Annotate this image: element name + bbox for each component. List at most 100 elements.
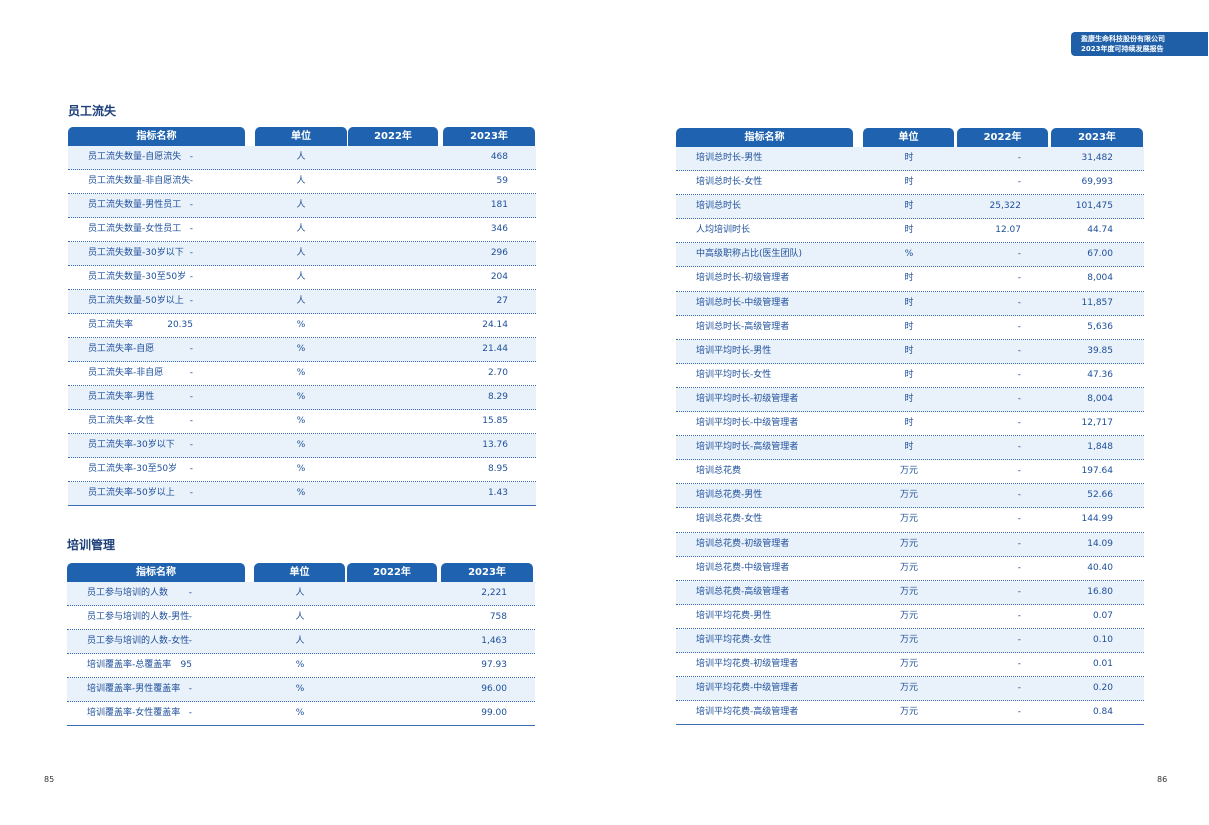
cell-name: 员工流失数量-非自愿流失 (88, 176, 191, 186)
cell-y2022: - (189, 200, 193, 210)
cell-y2023: 44.74 (1087, 225, 1113, 236)
section-title-training: 培训管理 (67, 538, 116, 552)
cell-y2023: 5,636 (1087, 321, 1113, 332)
cell-y2023: 59 (496, 176, 508, 186)
cell-name: 培训总时长 (696, 201, 742, 212)
cell-y2023: 181 (490, 200, 508, 210)
cell-y2023: 0.10 (1092, 634, 1113, 645)
table-row: 培训覆盖率-男性覆盖率% - 96.00 (67, 678, 535, 702)
cell-unit: % (296, 368, 306, 378)
table-row: 员工流失数量-自愿流失 人 - 468 (68, 146, 536, 170)
cell-y2023: 21.44 (482, 344, 508, 354)
cell-y2022: - (1017, 442, 1021, 453)
cell-name: 员工流失率-30岁以下 (88, 440, 175, 450)
cell-y2023: 1,463 (481, 636, 507, 646)
cell-y2023: 0.20 (1092, 683, 1113, 694)
cell-y2022: - (1017, 177, 1021, 188)
table-row: 培训总花费-高级管理者 万元 - 16.80 (676, 580, 1144, 605)
cell-unit: % (296, 392, 306, 402)
table-row: 培训平均时长-高级管理者 时 - 1,848 (676, 436, 1144, 461)
cell-y2022: - (189, 248, 193, 258)
cell-y2023: 27 (496, 296, 508, 306)
cell-name: 员工流失率-自愿 (88, 344, 155, 354)
header-cell-name: 指标名称 (67, 563, 245, 582)
cell-y2022: - (188, 684, 192, 694)
header-cell-name: 指标名称 (68, 127, 245, 146)
cell-unit: 人 (295, 636, 305, 646)
table-row: 培训平均时长-女性 时 - 47.36 (676, 364, 1144, 388)
header-cell-y2022: 2022年 (347, 563, 437, 582)
cell-y2023: 14.09 (1087, 538, 1113, 549)
table-row: 培训平均花费-男性 万元 - 0.07 (676, 605, 1144, 629)
cell-unit: 人 (296, 272, 306, 282)
cell-name: 培训总花费-高级管理者 (696, 586, 790, 597)
cell-name: 员工流失率-50岁以上 (88, 488, 175, 498)
table-row: 培训平均时长-男性 时 - 39.85 (676, 339, 1144, 364)
cell-y2022: - (1017, 321, 1021, 332)
cell-unit: 时 (904, 153, 914, 163)
cell-unit: % (295, 684, 305, 694)
cell-unit: % (295, 660, 305, 670)
cell-y2022: - (1017, 418, 1021, 429)
cell-y2023: 97.93 (481, 660, 507, 670)
table-row: 培训平均时长-中级管理者 时 - 12,717 (676, 412, 1144, 437)
table-row: 员工流失率% 20.35 24.14 (68, 314, 536, 338)
cell-y2022: - (1017, 393, 1021, 404)
table-row: 员工流失数量-非自愿流失 人 - 59 (68, 170, 536, 194)
cell-name: 培训总花费-男性 (696, 490, 763, 501)
cell-unit: 人 (296, 296, 306, 306)
cell-unit: 万元 (899, 658, 918, 669)
cell-y2023: 0.84 (1092, 707, 1113, 718)
cell-y2023: 8.29 (487, 392, 508, 402)
cell-y2022: 25,322 (989, 201, 1022, 212)
table-row: 员工流失率-50岁以上% - 1.43 (68, 482, 536, 506)
cell-y2023: 8,004 (1087, 273, 1113, 284)
table-header: 指标名称 单位 2022年 2023年 (676, 128, 1144, 147)
cell-unit: % (296, 416, 306, 426)
table-row: 员工流失数量-50岁以上 人 - 27 (68, 290, 536, 314)
page-number-left: 85 (44, 775, 55, 784)
cell-y2023: 24.14 (482, 320, 508, 330)
cell-unit: 万元 (899, 562, 918, 573)
cell-y2022: - (1017, 297, 1021, 308)
cell-unit: 人 (295, 588, 305, 598)
cell-y2022: - (189, 176, 193, 186)
cell-y2023: 16.80 (1087, 586, 1113, 597)
cell-y2022: - (1017, 634, 1021, 645)
header-cell-unit: 单位 (254, 563, 345, 582)
cell-name: 员工流失率-非自愿 (88, 368, 164, 378)
cell-y2023: 204 (490, 272, 508, 282)
cell-name: 培训总花费 (696, 466, 742, 477)
cell-name: 员工流失数量-自愿流失 (88, 152, 182, 162)
cell-name: 培训总时长-男性 (696, 153, 763, 163)
cell-y2023: 2.70 (487, 368, 508, 378)
cell-y2022: - (1017, 369, 1021, 380)
table-row: 培训总时长 时 25,322 101,475 (676, 195, 1144, 220)
cell-y2022: - (189, 440, 193, 450)
cell-name: 培训总时长-中级管理者 (696, 297, 790, 308)
cell-y2022: - (189, 392, 193, 402)
cell-name: 培训平均花费-中级管理者 (696, 683, 799, 694)
cell-unit: 时 (904, 297, 914, 308)
cell-name: 培训总花费-女性 (696, 514, 763, 525)
cell-y2022: 95 (180, 660, 192, 670)
table-row: 培训总时长-中级管理者 时 - 11,857 (676, 291, 1144, 316)
table-row: 员工流失数量-女性员工 人 - 346 (68, 218, 536, 242)
table-row: 培训总时长-女性 时 - 69,993 (676, 171, 1144, 196)
cell-name: 中高级职称占比(医生团队) (696, 249, 803, 260)
header-cell-y2023: 2023年 (1051, 128, 1143, 147)
report-header-badge: 盈康生命科技股份有限公司 2023年度可持续发展报告 (1071, 32, 1208, 56)
cell-name: 员工流失率-30至50岁 (88, 464, 178, 474)
cell-y2022: - (189, 296, 193, 306)
cell-name: 培训总花费-中级管理者 (696, 562, 790, 573)
cell-name: 员工参与培训的人数-男性 (87, 612, 190, 622)
cell-y2022: - (188, 636, 192, 646)
table-row: 培训总花费-女性 万元 - 144.99 (676, 508, 1144, 533)
cell-y2023: 1,848 (1087, 442, 1113, 453)
cell-unit: 万元 (899, 610, 918, 621)
cell-y2022: - (1017, 538, 1021, 549)
table-row: 员工流失数量-30至50岁 人 - 204 (68, 266, 536, 290)
table-header: 指标名称 单位 2022年 2023年 (67, 563, 535, 582)
cell-name: 培训总时长-初级管理者 (696, 273, 790, 284)
cell-name: 培训平均花费-男性 (696, 610, 772, 621)
